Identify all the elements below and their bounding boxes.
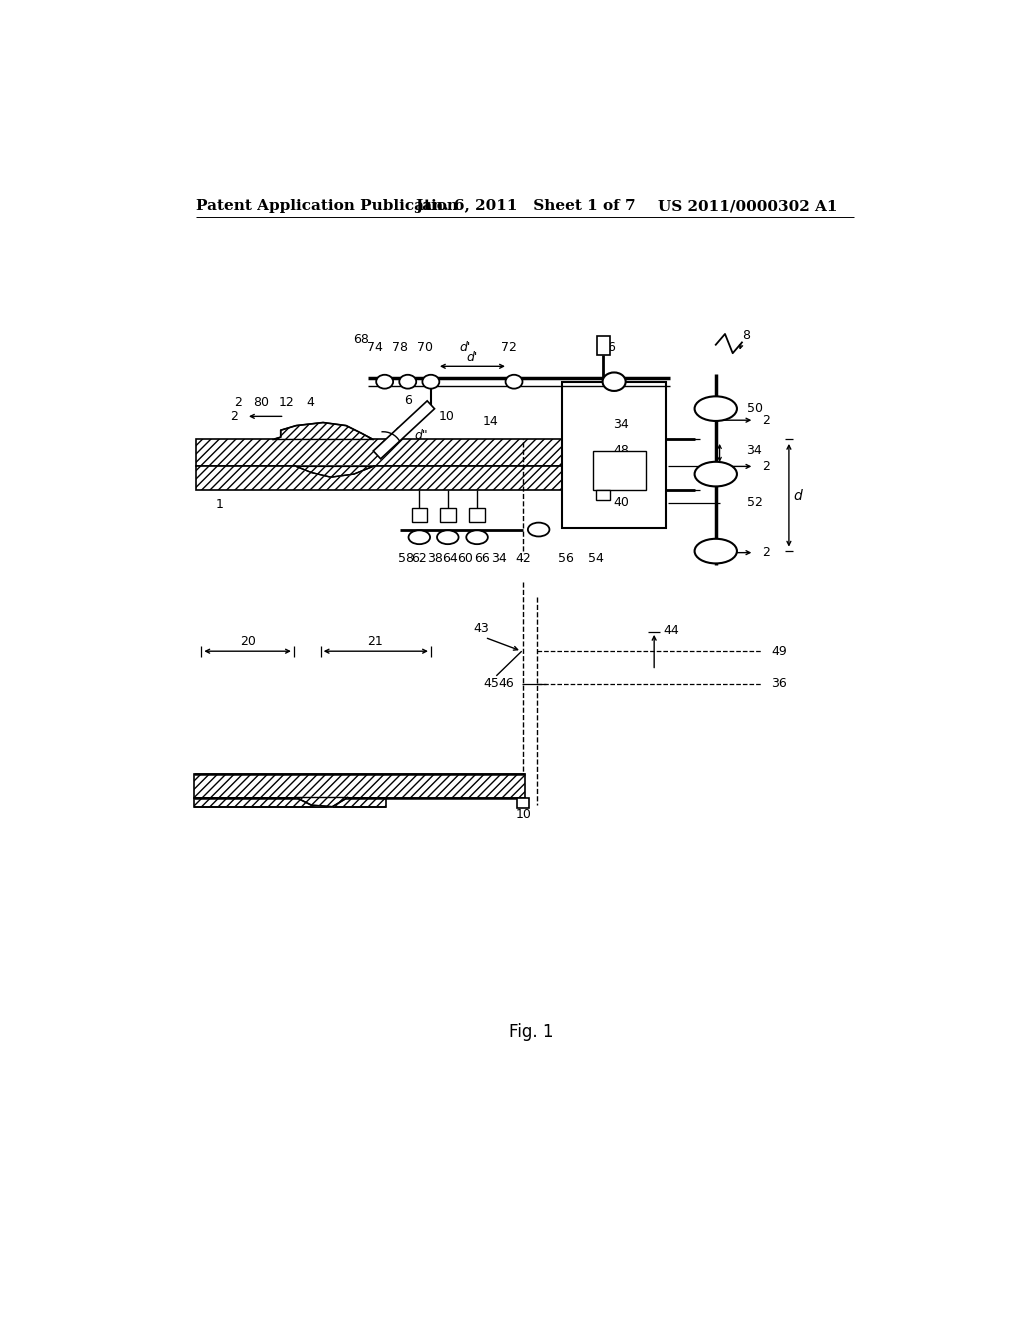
- Text: 72: 72: [502, 341, 517, 354]
- Ellipse shape: [422, 375, 439, 388]
- Text: 14: 14: [483, 416, 499, 428]
- Text: d': d': [467, 351, 478, 363]
- Text: 36: 36: [771, 677, 787, 690]
- Bar: [196, 440, 562, 466]
- Text: 54: 54: [589, 552, 604, 565]
- Bar: [562, 381, 666, 528]
- Text: 68: 68: [353, 333, 370, 346]
- Text: 64: 64: [442, 552, 458, 565]
- Text: 10: 10: [438, 409, 455, 422]
- Ellipse shape: [694, 396, 737, 421]
- Bar: [593, 451, 646, 490]
- Bar: [440, 508, 456, 521]
- Text: 20: 20: [240, 635, 256, 648]
- Bar: [562, 440, 666, 466]
- Ellipse shape: [437, 531, 459, 544]
- Text: 78: 78: [392, 341, 408, 354]
- Text: 38: 38: [427, 552, 442, 565]
- Text: 66: 66: [474, 552, 489, 565]
- Polygon shape: [296, 797, 348, 807]
- Ellipse shape: [694, 462, 737, 487]
- Text: 4: 4: [307, 396, 314, 409]
- Text: 56: 56: [558, 552, 573, 565]
- Bar: [596, 490, 610, 500]
- Text: 70: 70: [417, 341, 433, 354]
- Polygon shape: [273, 422, 373, 440]
- Text: 34: 34: [746, 445, 762, 458]
- Text: 21: 21: [368, 635, 383, 648]
- Ellipse shape: [506, 375, 522, 388]
- Polygon shape: [296, 466, 373, 478]
- Text: 76: 76: [600, 341, 615, 354]
- Text: 12: 12: [279, 396, 294, 409]
- Text: 2: 2: [230, 409, 239, 422]
- Text: 44: 44: [664, 624, 679, 638]
- Polygon shape: [296, 466, 373, 478]
- Text: 62: 62: [412, 552, 427, 565]
- Text: Fig. 1: Fig. 1: [509, 1023, 553, 1041]
- Polygon shape: [273, 422, 373, 440]
- Bar: [562, 466, 666, 490]
- Text: 2: 2: [762, 459, 770, 473]
- Text: 46: 46: [499, 677, 514, 690]
- Polygon shape: [296, 797, 348, 807]
- Text: 58: 58: [398, 552, 415, 565]
- Text: 10: 10: [515, 808, 531, 821]
- Text: 42: 42: [515, 552, 531, 565]
- Bar: [196, 466, 562, 490]
- Text: 48: 48: [613, 445, 629, 458]
- Text: 50: 50: [746, 403, 763, 416]
- Text: 34: 34: [613, 471, 629, 484]
- Text: 34: 34: [490, 552, 507, 565]
- Text: 49: 49: [771, 644, 787, 657]
- Text: 34: 34: [613, 417, 629, 430]
- Text: US 2011/0000302 A1: US 2011/0000302 A1: [658, 199, 838, 213]
- Text: 2: 2: [762, 546, 770, 560]
- Text: 1: 1: [215, 499, 223, 511]
- Text: 43: 43: [473, 622, 488, 635]
- Bar: [469, 508, 484, 521]
- Text: d": d": [415, 429, 428, 442]
- Bar: [517, 797, 529, 808]
- Polygon shape: [374, 401, 434, 459]
- Ellipse shape: [466, 531, 487, 544]
- Ellipse shape: [409, 531, 430, 544]
- Text: 6: 6: [403, 395, 412, 408]
- Text: Patent Application Publication: Patent Application Publication: [196, 199, 458, 213]
- Ellipse shape: [399, 375, 416, 388]
- Ellipse shape: [528, 523, 550, 536]
- Text: 52: 52: [746, 496, 763, 510]
- Bar: [194, 797, 386, 807]
- Text: Jan. 6, 2011   Sheet 1 of 7: Jan. 6, 2011 Sheet 1 of 7: [416, 199, 636, 213]
- Text: 40: 40: [613, 496, 629, 510]
- Ellipse shape: [694, 539, 737, 564]
- Text: 45: 45: [483, 677, 499, 690]
- Text: d': d': [460, 341, 471, 354]
- Bar: [597, 335, 609, 355]
- Text: 2: 2: [234, 396, 243, 409]
- Text: 8: 8: [742, 329, 751, 342]
- Text: d: d: [794, 488, 803, 503]
- Text: 2: 2: [762, 413, 770, 426]
- Text: 80: 80: [254, 396, 269, 409]
- Text: 60: 60: [458, 552, 473, 565]
- Ellipse shape: [602, 372, 626, 391]
- Ellipse shape: [376, 375, 393, 388]
- Bar: [194, 775, 524, 797]
- Text: α: α: [394, 424, 402, 437]
- Bar: [412, 508, 427, 521]
- Text: 74: 74: [367, 341, 383, 354]
